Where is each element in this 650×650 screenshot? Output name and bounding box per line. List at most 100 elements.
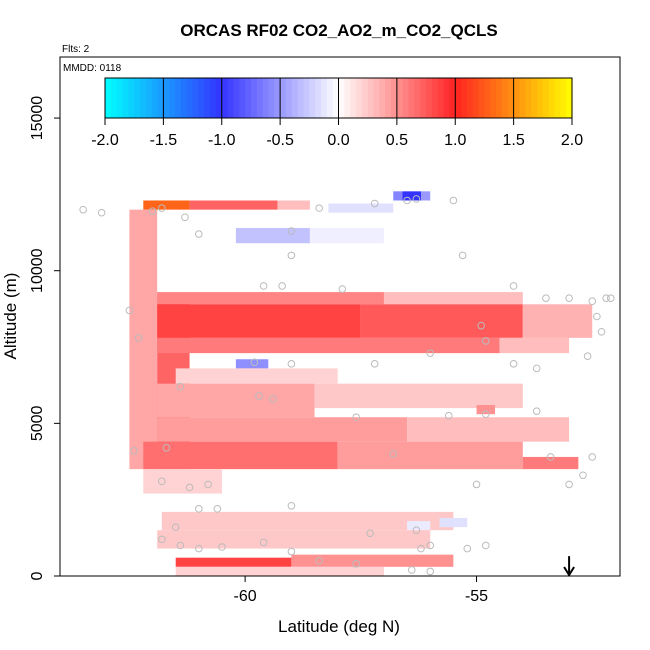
sample-point	[213, 505, 222, 513]
heatmap-cell	[235, 227, 310, 244]
heatmap-cell	[337, 441, 523, 470]
colorbar-tick-label: -0.5	[266, 132, 294, 149]
heatmap-cell	[314, 383, 523, 409]
sample-point	[315, 556, 323, 565]
sample-point	[259, 538, 268, 547]
colorbar-swatch	[274, 78, 281, 118]
colorbar-swatch	[309, 78, 316, 118]
colorbar-swatch	[472, 78, 480, 118]
sample-point	[269, 395, 277, 403]
date-note: MMDD: 0118	[63, 63, 122, 74]
sample-point	[472, 480, 481, 489]
colorbar-gradient	[104, 77, 573, 119]
colorbar-swatch	[245, 78, 252, 118]
colorbar-swatch	[420, 78, 427, 118]
colorbar-swatch	[338, 78, 345, 118]
colorbar-ticks: -2.0 -1.5 -1.0 -0.5 0.0 0.5 1.0 1.5 2.0	[91, 78, 583, 149]
sample-point	[195, 505, 203, 513]
x-tick-label: -60	[234, 588, 257, 605]
colorbar-swatch	[350, 78, 357, 118]
heatmap-cell	[161, 511, 454, 531]
colorbar-swatch	[110, 78, 118, 118]
heatmap-cell	[309, 227, 384, 244]
heatmap-cell	[522, 304, 593, 338]
sample-point	[579, 471, 587, 480]
colorbar-swatch	[461, 78, 468, 118]
colorbar-swatch	[169, 78, 176, 118]
colorbar-swatch	[408, 78, 415, 118]
sample-point	[583, 352, 592, 360]
colorbar-swatch	[210, 78, 217, 118]
colorbar-swatch	[478, 78, 486, 118]
colorbar-swatch	[204, 78, 211, 118]
sample-point	[250, 358, 259, 367]
sample-point	[458, 251, 467, 260]
colorbar-swatch	[356, 78, 363, 118]
colorbar-swatch	[443, 78, 451, 118]
heatmap-cell	[420, 191, 431, 201]
colorbar-swatch	[186, 78, 194, 118]
sample-point	[176, 382, 185, 391]
sample-point	[389, 450, 398, 458]
sample-point	[352, 413, 360, 422]
colorbar-swatch	[145, 78, 153, 118]
sample-point	[532, 407, 541, 415]
sample-point	[162, 443, 171, 452]
sample-points	[79, 195, 615, 576]
sample-point	[79, 205, 87, 214]
colorbar-swatch	[531, 78, 538, 118]
y-tick-label: 5000	[29, 405, 46, 441]
heatmap-cell	[143, 200, 190, 210]
colorbar-swatch	[437, 78, 445, 118]
sample-point	[593, 312, 601, 321]
heatmap-cell	[360, 304, 523, 338]
heatmap-cell	[143, 441, 338, 470]
colorbar-swatch	[501, 78, 509, 118]
sample-point	[134, 334, 143, 342]
colorbar-tick-label: 1.5	[503, 132, 525, 149]
colorbar: -2.0 -1.5 -1.0 -0.5 0.0 0.5 1.0 1.5 2.0	[91, 77, 583, 149]
sample-point	[481, 410, 490, 418]
colorbar-swatch	[536, 78, 544, 118]
sample-point	[565, 480, 573, 489]
colorbar-swatch	[116, 78, 124, 118]
colorbar-swatch	[280, 78, 287, 118]
sample-point	[606, 294, 615, 302]
colorbar-swatch	[180, 78, 188, 118]
heatmap-cell	[402, 191, 421, 201]
colorbar-swatch	[367, 78, 375, 118]
heatmap-cell	[328, 203, 394, 213]
chart-title: ORCAS RF02 CO2_AO2_m_CO2_QCLS	[180, 21, 497, 40]
sample-point	[338, 285, 347, 293]
heatmap-cell	[499, 337, 570, 354]
x-tick-label: -55	[465, 588, 488, 605]
sample-point	[195, 230, 203, 238]
colorbar-swatch	[542, 78, 550, 118]
sample-point	[158, 204, 166, 212]
sample-point	[426, 541, 435, 550]
colorbar-swatch	[449, 78, 456, 118]
sample-point	[426, 349, 435, 357]
colorbar-swatch	[513, 78, 521, 118]
colorbar-swatch	[484, 78, 491, 118]
sample-point	[597, 327, 606, 336]
colorbar-swatch	[250, 78, 258, 118]
sample-point	[148, 207, 157, 215]
sample-point	[542, 294, 550, 302]
sample-point	[366, 529, 374, 538]
sample-point	[287, 251, 296, 260]
heatmap-cell	[407, 521, 431, 531]
sample-point	[287, 227, 296, 235]
sample-point	[97, 208, 106, 217]
y-tick-label: 15000	[29, 96, 46, 141]
sample-point	[565, 294, 573, 302]
heatmap-cell	[277, 200, 310, 210]
heatmap-cell	[157, 304, 361, 338]
sample-point	[370, 199, 379, 208]
heatmap-cell	[522, 456, 579, 470]
heatmap-cell	[175, 566, 384, 576]
sample-point	[407, 566, 416, 574]
colorbar-swatch	[128, 78, 135, 118]
sample-point	[315, 204, 323, 212]
colorbar-swatch	[297, 78, 305, 118]
